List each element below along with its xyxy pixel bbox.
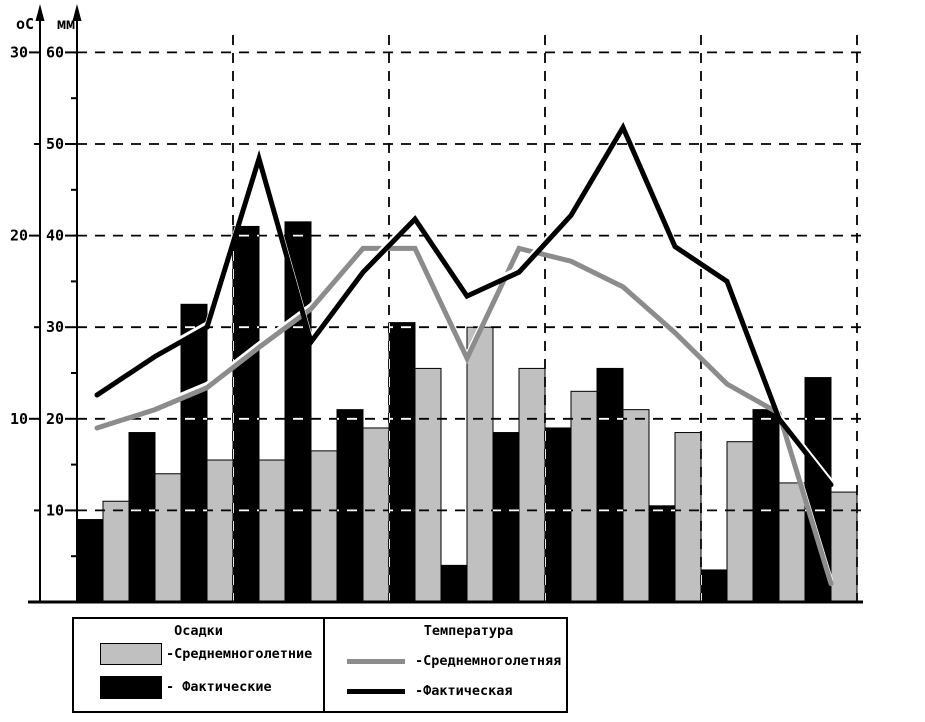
bar-precip-actual bbox=[336, 409, 364, 603]
axis-ticks bbox=[29, 51, 78, 558]
bar-precip-actual bbox=[440, 564, 468, 603]
bar-precip-avg bbox=[726, 441, 754, 603]
line-temp-avg bbox=[94, 245, 834, 587]
line-temp-actual bbox=[94, 122, 834, 488]
right-axis-tick-label: 30 bbox=[46, 318, 64, 336]
right-axis-tick-label: 50 bbox=[46, 135, 64, 153]
bar-precip-avg bbox=[674, 432, 702, 603]
bar-precip-avg bbox=[310, 450, 338, 603]
legend-label-precip-actual: - Фактические bbox=[166, 679, 272, 695]
axis-arrow-icon bbox=[35, 4, 45, 21]
bar-precip-avg bbox=[466, 326, 494, 603]
legend-swatch-precip-avg bbox=[100, 643, 162, 665]
bar-precip-avg bbox=[414, 367, 442, 603]
axis-arrow-icon bbox=[72, 4, 82, 21]
bar-precip-avg bbox=[362, 427, 390, 603]
left-axis-tick-label: 10 bbox=[10, 410, 28, 428]
precipitation-bars bbox=[76, 221, 858, 603]
bar-precip-actual bbox=[76, 519, 104, 603]
bar-precip-actual bbox=[700, 569, 728, 603]
legend-label-temp-actual: -Фактическая bbox=[415, 683, 513, 699]
left-axis-unit-label: оС bbox=[16, 15, 34, 33]
bar-precip-avg bbox=[570, 390, 598, 603]
bar-precip-avg bbox=[154, 473, 182, 603]
right-axis-unit-label: мм bbox=[57, 15, 75, 33]
bar-precip-avg bbox=[206, 459, 234, 603]
bar-precip-actual bbox=[596, 367, 624, 603]
legend-line-temp-avg bbox=[347, 659, 405, 664]
legend-line-temp-actual bbox=[347, 689, 405, 694]
left-axis-tick-label: 30 bbox=[10, 43, 28, 61]
bar-precip-actual bbox=[284, 221, 312, 603]
bar-precip-avg bbox=[258, 459, 286, 603]
bar-precip-actual bbox=[232, 225, 260, 603]
bar-precip-avg bbox=[830, 491, 858, 603]
right-axis-tick-label: 20 bbox=[46, 410, 64, 428]
bar-precip-actual bbox=[180, 303, 208, 603]
right-axis-tick-label: 60 bbox=[46, 43, 64, 61]
left-axis-tick-label: 20 bbox=[10, 227, 28, 245]
right-axis-tick-label: 10 bbox=[46, 501, 64, 519]
bar-precip-actual bbox=[648, 505, 676, 603]
legend-swatch-precip-actual bbox=[100, 676, 162, 699]
legend-precip-title: Осадки bbox=[174, 623, 223, 639]
bar-precip-actual bbox=[128, 432, 156, 603]
bar-precip-actual bbox=[544, 427, 572, 603]
legend: Осадки -Среднемноголетние - Фактические … bbox=[72, 617, 568, 713]
legend-precipitation-section: Осадки -Среднемноголетние - Фактические bbox=[74, 619, 323, 711]
legend-temperature-section: Температура -Среднемноголетняя -Фактичес… bbox=[323, 619, 566, 711]
legend-temp-title: Температура bbox=[423, 623, 514, 639]
bar-precip-actual bbox=[388, 322, 416, 603]
bar-precip-avg bbox=[622, 409, 650, 603]
bar-precip-avg bbox=[778, 482, 806, 603]
legend-label-temp-avg: -Среднемноголетняя bbox=[415, 653, 562, 669]
right-axis-tick-label: 40 bbox=[46, 227, 64, 245]
bar-precip-avg bbox=[518, 367, 546, 603]
bar-precip-avg bbox=[102, 500, 130, 603]
legend-label-precip-avg: -Среднемноголетние bbox=[166, 646, 313, 662]
bar-precip-actual bbox=[492, 432, 520, 603]
bar-precip-actual bbox=[752, 409, 780, 603]
axes bbox=[28, 4, 863, 604]
